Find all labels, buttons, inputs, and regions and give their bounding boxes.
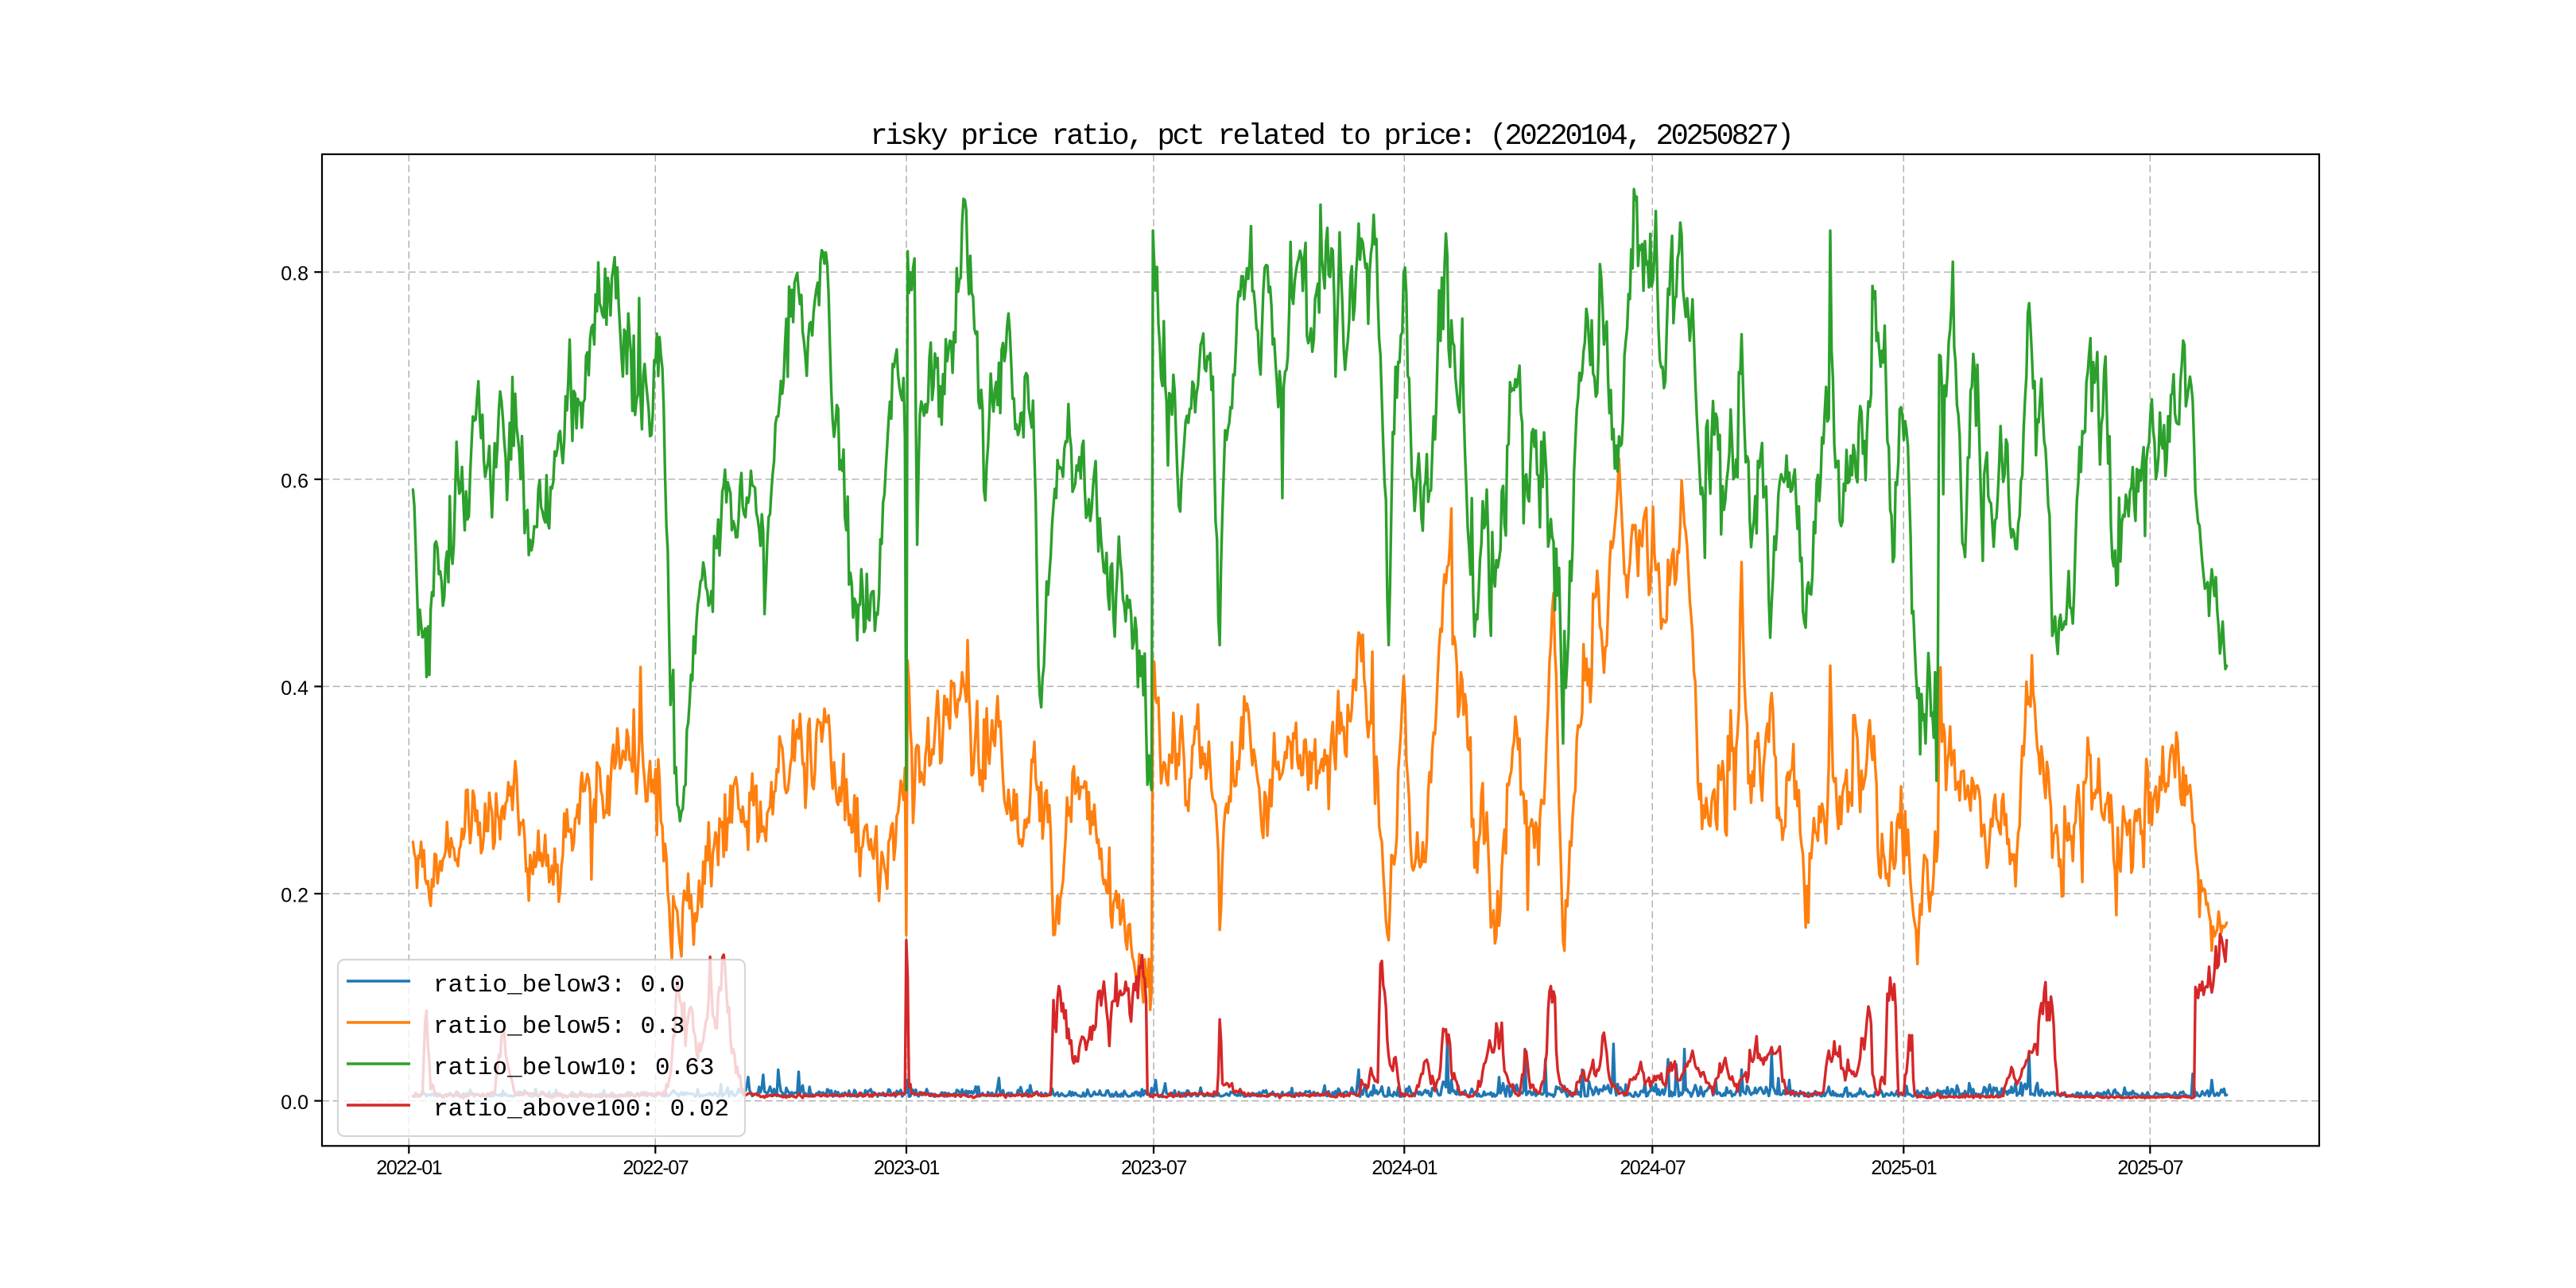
svg-text:ratio_below3: 0.0: ratio_below3: 0.0 [433,972,685,999]
svg-text:ratio_below10: 0.63: ratio_below10: 0.63 [433,1054,714,1082]
svg-text:2022-07: 2022-07 [623,1157,688,1179]
svg-text:0.6: 0.6 [281,470,308,492]
svg-text:2025-01: 2025-01 [1871,1157,1936,1179]
svg-text:0.4: 0.4 [281,677,308,700]
svg-text:risky price ratio, pct related: risky price ratio, pct related to price:… [870,120,1791,153]
svg-text:2022-01: 2022-01 [376,1157,441,1179]
svg-text:2023-07: 2023-07 [1121,1157,1186,1179]
svg-text:0.2: 0.2 [281,885,308,907]
svg-text:2024-01: 2024-01 [1371,1157,1437,1179]
svg-text:2023-01: 2023-01 [874,1157,939,1179]
svg-text:2025-07: 2025-07 [2117,1157,2182,1179]
svg-text:ratio_below5: 0.3: ratio_below5: 0.3 [433,1013,685,1041]
svg-text:ratio_above100: 0.02: ratio_above100: 0.02 [433,1096,729,1123]
svg-text:0.0: 0.0 [281,1092,308,1114]
svg-text:0.8: 0.8 [281,263,308,285]
svg-text:2024-07: 2024-07 [1620,1157,1685,1179]
